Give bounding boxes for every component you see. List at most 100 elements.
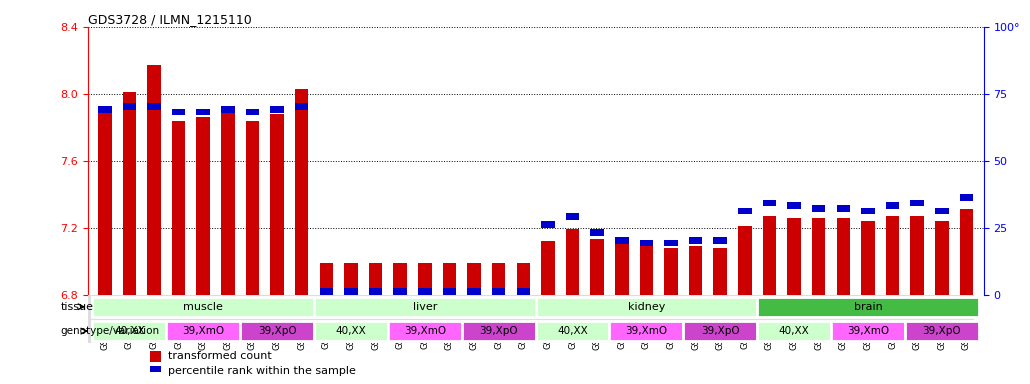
Bar xyxy=(886,202,899,209)
Bar xyxy=(516,288,530,295)
Bar xyxy=(468,263,481,295)
Bar xyxy=(861,208,874,214)
Bar xyxy=(166,321,240,341)
Bar xyxy=(960,209,973,295)
Bar xyxy=(98,106,111,113)
Bar xyxy=(150,351,161,361)
Bar xyxy=(640,246,653,295)
Bar xyxy=(757,321,831,341)
Bar xyxy=(295,103,309,110)
Bar xyxy=(541,241,555,295)
Text: tissue: tissue xyxy=(61,302,94,312)
Bar xyxy=(905,321,978,341)
Text: 39,XmO: 39,XmO xyxy=(182,326,225,336)
Bar xyxy=(516,263,530,295)
Text: 39,XpO: 39,XpO xyxy=(258,326,297,336)
Bar xyxy=(123,103,136,110)
Bar xyxy=(319,288,333,295)
Bar xyxy=(664,240,678,247)
Text: 40,XX: 40,XX xyxy=(557,326,588,336)
Bar xyxy=(610,321,683,341)
Bar xyxy=(93,296,314,317)
Bar xyxy=(197,109,210,115)
Bar xyxy=(197,117,210,295)
Bar xyxy=(418,263,432,295)
Bar xyxy=(683,321,757,341)
Bar xyxy=(246,109,260,115)
Text: transformed count: transformed count xyxy=(168,351,272,361)
Bar xyxy=(172,109,185,115)
Text: kidney: kidney xyxy=(627,302,665,312)
Bar xyxy=(689,237,702,244)
Text: liver: liver xyxy=(413,302,437,312)
Bar xyxy=(344,263,357,295)
Bar xyxy=(836,205,850,212)
Text: 39,XpO: 39,XpO xyxy=(479,326,518,336)
Bar xyxy=(541,221,555,228)
Text: 39,XmO: 39,XmO xyxy=(847,326,889,336)
Text: 40,XX: 40,XX xyxy=(114,326,145,336)
Text: 39,XpO: 39,XpO xyxy=(701,326,740,336)
Bar xyxy=(812,218,825,295)
Bar xyxy=(468,288,481,295)
Bar xyxy=(615,241,628,295)
Bar xyxy=(270,114,284,295)
Bar xyxy=(935,221,949,295)
Bar xyxy=(314,321,388,341)
Bar xyxy=(911,216,924,295)
Bar xyxy=(98,109,111,295)
Bar xyxy=(714,237,727,244)
Bar xyxy=(314,296,536,317)
Bar xyxy=(461,321,536,341)
Text: genotype/variation: genotype/variation xyxy=(61,326,160,336)
Bar xyxy=(150,366,161,376)
Bar xyxy=(861,221,874,295)
Bar xyxy=(762,200,777,206)
Bar xyxy=(664,248,678,295)
Bar xyxy=(536,296,757,317)
Text: 39,XpO: 39,XpO xyxy=(923,326,961,336)
Bar xyxy=(246,121,260,295)
Bar xyxy=(319,263,333,295)
Text: muscle: muscle xyxy=(183,302,224,312)
Bar xyxy=(443,263,456,295)
Bar xyxy=(221,106,235,113)
Bar xyxy=(787,202,801,209)
Bar xyxy=(757,296,978,317)
Text: 40,XX: 40,XX xyxy=(779,326,810,336)
Bar xyxy=(590,239,604,295)
Text: 39,XmO: 39,XmO xyxy=(404,326,446,336)
Bar xyxy=(393,288,407,295)
Bar xyxy=(911,200,924,206)
Bar xyxy=(590,229,604,236)
Bar xyxy=(344,288,357,295)
Bar xyxy=(836,218,850,295)
Text: 39,XmO: 39,XmO xyxy=(625,326,667,336)
Bar xyxy=(935,208,949,214)
Bar xyxy=(565,229,579,295)
Bar xyxy=(787,218,801,295)
Bar xyxy=(270,106,284,113)
Bar xyxy=(960,194,973,201)
Bar xyxy=(418,288,432,295)
Bar xyxy=(172,121,185,295)
Bar xyxy=(393,263,407,295)
Bar xyxy=(739,226,752,295)
Bar xyxy=(615,237,628,244)
Bar xyxy=(492,263,506,295)
Bar xyxy=(886,216,899,295)
Text: 40,XX: 40,XX xyxy=(336,326,367,336)
Bar xyxy=(369,263,382,295)
Bar xyxy=(123,92,136,295)
Bar xyxy=(93,321,166,341)
Bar xyxy=(831,321,905,341)
Bar xyxy=(221,107,235,295)
Bar xyxy=(565,213,579,220)
Bar xyxy=(369,288,382,295)
Bar xyxy=(536,321,610,341)
Bar xyxy=(714,248,727,295)
Text: GDS3728 / ILMN_1215110: GDS3728 / ILMN_1215110 xyxy=(88,13,251,26)
Bar xyxy=(240,321,314,341)
Bar xyxy=(295,89,309,295)
Bar xyxy=(443,288,456,295)
